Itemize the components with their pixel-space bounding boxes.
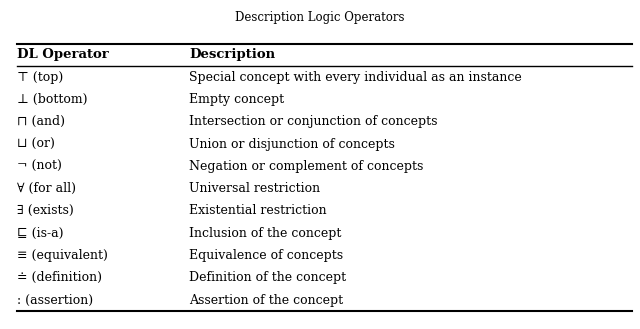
Text: Existential restriction: Existential restriction bbox=[189, 204, 327, 217]
Text: : (assertion): : (assertion) bbox=[17, 293, 93, 307]
Text: ⊤ (top): ⊤ (top) bbox=[17, 71, 63, 84]
Text: Inclusion of the concept: Inclusion of the concept bbox=[189, 227, 342, 240]
Text: ∀ (for all): ∀ (for all) bbox=[17, 182, 76, 195]
Text: Empty concept: Empty concept bbox=[189, 93, 285, 106]
Text: Intersection or conjunction of concepts: Intersection or conjunction of concepts bbox=[189, 115, 438, 128]
Text: ∃ (exists): ∃ (exists) bbox=[17, 204, 74, 217]
Text: Universal restriction: Universal restriction bbox=[189, 182, 321, 195]
Text: Union or disjunction of concepts: Union or disjunction of concepts bbox=[189, 138, 396, 151]
Text: ⊓ (and): ⊓ (and) bbox=[17, 115, 65, 128]
Text: Special concept with every individual as an instance: Special concept with every individual as… bbox=[189, 71, 522, 84]
Text: DL Operator: DL Operator bbox=[17, 48, 109, 62]
Text: Description Logic Operators: Description Logic Operators bbox=[236, 11, 404, 24]
Text: ⊑ (is-a): ⊑ (is-a) bbox=[17, 227, 64, 240]
Text: Assertion of the concept: Assertion of the concept bbox=[189, 293, 344, 307]
Text: Definition of the concept: Definition of the concept bbox=[189, 271, 346, 284]
Text: Equivalence of concepts: Equivalence of concepts bbox=[189, 249, 344, 262]
Text: ¬ (not): ¬ (not) bbox=[17, 160, 62, 173]
Text: ≡ (equivalent): ≡ (equivalent) bbox=[17, 249, 108, 262]
Text: ≐ (definition): ≐ (definition) bbox=[17, 271, 102, 284]
Text: ⊥ (bottom): ⊥ (bottom) bbox=[17, 93, 88, 106]
Text: Description: Description bbox=[189, 48, 275, 62]
Text: Negation or complement of concepts: Negation or complement of concepts bbox=[189, 160, 424, 173]
Text: ⊔ (or): ⊔ (or) bbox=[17, 138, 55, 151]
